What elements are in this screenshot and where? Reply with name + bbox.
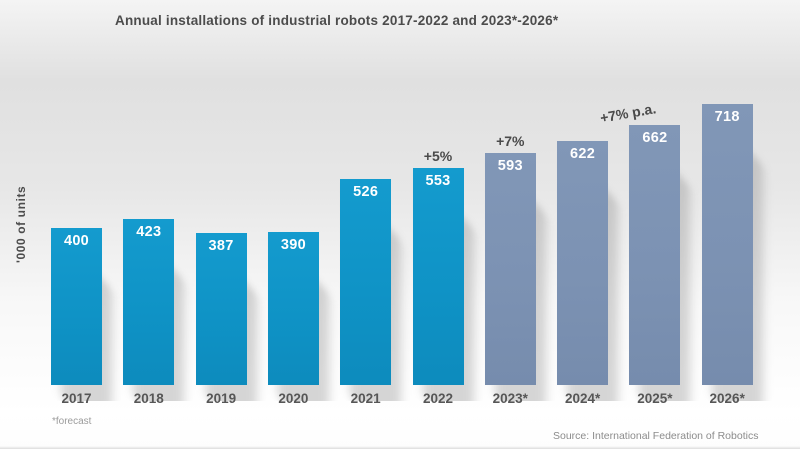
bar-value-label: 593 bbox=[497, 157, 523, 174]
source-credit: Source: International Federation of Robo… bbox=[553, 430, 759, 442]
chart-title: Annual installations of industrial robot… bbox=[115, 13, 559, 28]
bar-shadow bbox=[711, 117, 763, 401]
bar-2021: 526 bbox=[340, 178, 392, 385]
x-axis-label-2025-forecast: 2025* bbox=[637, 391, 673, 406]
x-axis-label-2018: 2018 bbox=[133, 391, 164, 406]
bar-value-label: 662 bbox=[642, 130, 668, 147]
bar-shadow bbox=[133, 233, 185, 401]
bar-value-label: 526 bbox=[353, 183, 379, 200]
bar-value-label: 423 bbox=[136, 224, 162, 241]
bar-value-label: 718 bbox=[714, 108, 740, 125]
bar-shadow bbox=[567, 155, 619, 401]
slide-bottom-edge bbox=[0, 446, 800, 449]
growth-annotation: +5% bbox=[423, 148, 453, 165]
bar-shadow bbox=[277, 246, 329, 401]
bar-2026-forecast: 718 bbox=[701, 103, 753, 385]
bar-value-label: 622 bbox=[570, 146, 596, 163]
bar-shadow bbox=[494, 166, 546, 401]
bar-value-label: 390 bbox=[280, 237, 306, 254]
x-axis-label-2020: 2020 bbox=[278, 391, 309, 406]
bar-2022: 553 bbox=[412, 168, 464, 385]
x-axis-label-2022: 2022 bbox=[422, 391, 454, 406]
bar-2018: 423 bbox=[123, 219, 175, 385]
forecast-footnote: *forecast bbox=[52, 416, 92, 427]
bar-2025-forecast: 662 bbox=[629, 125, 681, 385]
bar-2020: 390 bbox=[267, 232, 319, 385]
bar-value-label: 387 bbox=[208, 238, 234, 255]
bar-value-label: 400 bbox=[63, 233, 90, 250]
bar-shadow bbox=[639, 139, 691, 401]
growth-annotation: +7% bbox=[496, 132, 525, 149]
x-axis-label-2019: 2019 bbox=[206, 391, 237, 406]
x-axis-label-2023-forecast: 2023* bbox=[492, 391, 528, 406]
x-axis-label-2024-forecast: 2024* bbox=[564, 391, 601, 406]
bar-shadow bbox=[350, 192, 402, 401]
bar-shadow bbox=[61, 242, 112, 401]
bar-shadow bbox=[422, 182, 474, 401]
growth-annotation: +7% p.a. bbox=[598, 100, 658, 127]
bar-2017: 400 bbox=[51, 228, 102, 385]
y-axis-label: '000 of units bbox=[14, 185, 28, 263]
bar-2019: 387 bbox=[195, 233, 247, 385]
x-axis-label-2026-forecast: 2026* bbox=[709, 391, 745, 406]
bar-value-label: 553 bbox=[425, 173, 451, 190]
bar-shadow bbox=[205, 247, 257, 401]
bar-2023-forecast: 593 bbox=[484, 152, 536, 385]
bar-2024-forecast: 622 bbox=[557, 141, 609, 385]
bar-shadow-layer bbox=[61, 117, 763, 401]
x-axis-label-2021: 2021 bbox=[350, 391, 381, 406]
x-axis-label-2017: 2017 bbox=[61, 391, 92, 406]
